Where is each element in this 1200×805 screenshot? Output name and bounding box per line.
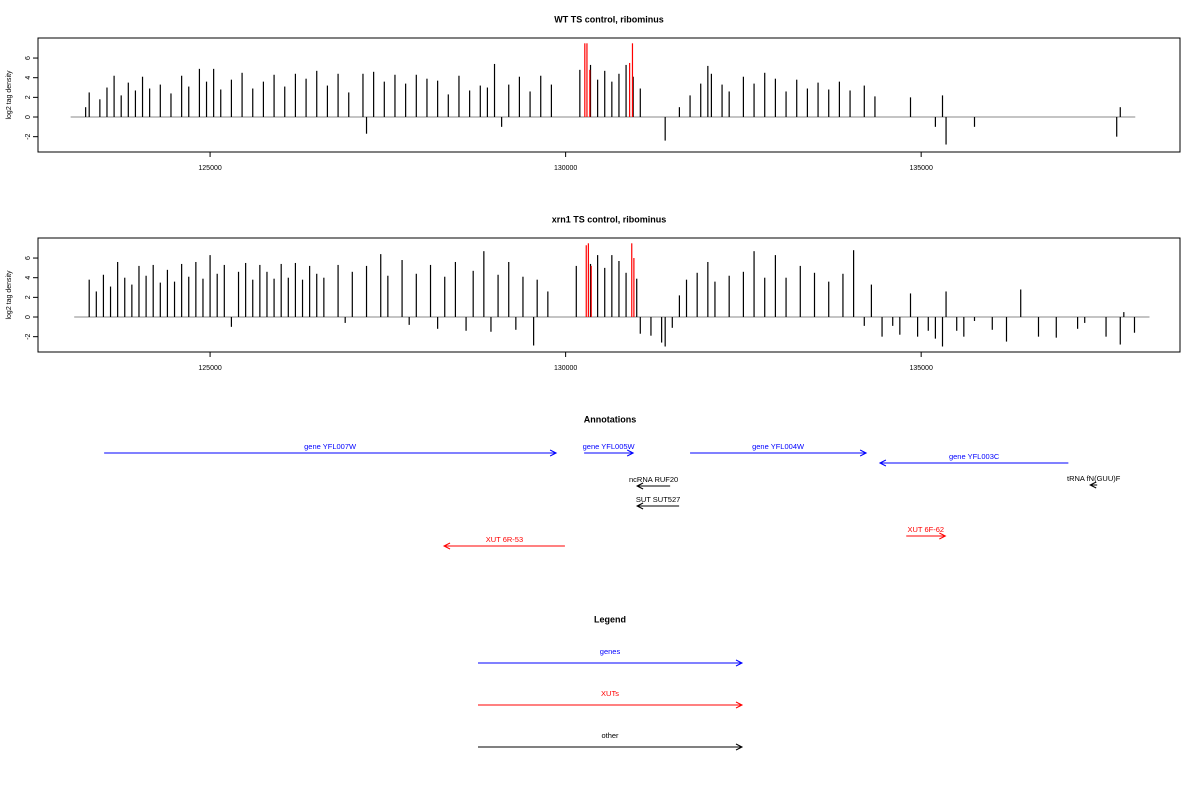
chart-title: WT TS control, ribominus <box>554 14 664 24</box>
annotation-label: gene YFL003C <box>949 452 1000 461</box>
y-tick-label: -2 <box>25 133 32 139</box>
annotation-arrow <box>906 532 947 540</box>
legend-label: XUTs <box>601 689 619 698</box>
y-tick-label: 6 <box>25 56 32 60</box>
annotation-label: gene YFL005W <box>583 442 636 451</box>
legend-arrow <box>478 659 744 667</box>
chart-title: xrn1 TS control, ribominus <box>552 214 667 224</box>
legend-label: other <box>601 731 619 740</box>
annotation-label: tRNA fN(GUU)F <box>1067 474 1121 483</box>
plot-frame <box>37 37 1181 153</box>
y-tick-label: 0 <box>25 315 32 319</box>
annotation-label: XUT 6F-62 <box>908 525 945 534</box>
legend-arrow <box>478 701 744 709</box>
annotation-label: gene YFL007W <box>304 442 357 451</box>
annotation-label: XUT 6R-53 <box>486 535 523 544</box>
x-tick-label: 130000 <box>554 165 577 172</box>
y-tick-label: 0 <box>25 115 32 119</box>
x-tick-label: 135000 <box>909 365 932 372</box>
annotation-arrow <box>442 542 565 550</box>
plot-frame <box>37 237 1181 353</box>
legend-label: genes <box>600 647 621 656</box>
x-tick-label: 125000 <box>198 165 221 172</box>
y-tick-label: 2 <box>25 295 32 299</box>
annotation-arrow <box>878 459 1069 467</box>
x-tick-label: 125000 <box>198 365 221 372</box>
annotation-arrow <box>1089 481 1098 489</box>
y-tick-label: 6 <box>25 256 32 260</box>
legend-title: Legend <box>594 614 626 624</box>
annotation-arrow <box>584 449 635 457</box>
y-tick-label: -2 <box>25 333 32 339</box>
annotation-label: SUT SUT527 <box>636 495 680 504</box>
annotation-arrow <box>104 449 558 457</box>
x-tick-label: 135000 <box>909 165 932 172</box>
annotation-label: gene YFL004W <box>752 442 805 451</box>
x-tick-label: 130000 <box>554 365 577 372</box>
y-tick-label: 4 <box>25 276 32 280</box>
y-tick-label: 4 <box>25 76 32 80</box>
annotations-title: Annotations <box>584 414 637 424</box>
annotation-arrow <box>690 449 868 457</box>
y-tick-label: 2 <box>25 95 32 99</box>
annotation-arrow <box>635 502 680 510</box>
annotation-arrow <box>635 482 671 490</box>
y-axis-label: log2 tag density <box>6 270 13 320</box>
annotation-label: ncRNA RUF20 <box>629 475 678 484</box>
legend-arrow <box>478 743 744 751</box>
y-axis-label: log2 tag density <box>6 70 13 120</box>
